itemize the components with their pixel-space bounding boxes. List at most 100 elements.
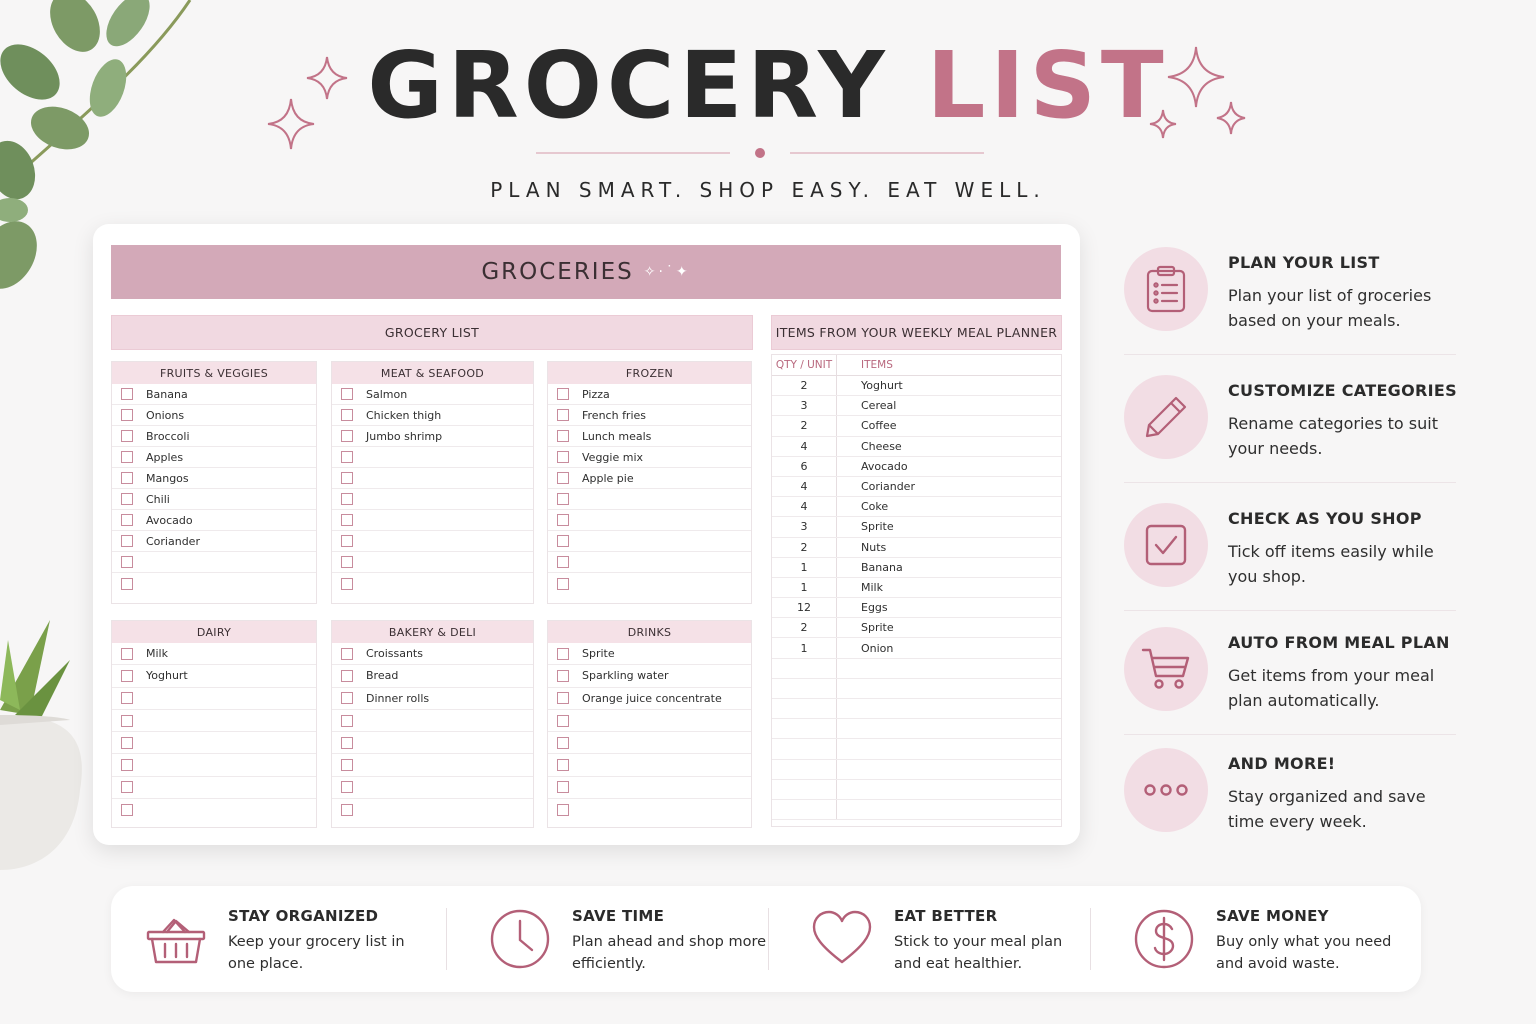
item-checkbox[interactable] — [121, 781, 133, 794]
category-fruits-veggies: FRUITS & VEGGIES Banana Onions Broccoli Appl… — [111, 361, 317, 604]
item-checkbox[interactable] — [557, 430, 569, 442]
item-checkbox[interactable] — [121, 409, 133, 421]
item-checkbox[interactable] — [557, 759, 569, 772]
groceries-banner-label: GROCERIES — [481, 259, 634, 285]
item-checkbox[interactable] — [557, 736, 569, 749]
item-checkbox[interactable] — [121, 535, 133, 547]
benefit-eat-better: EAT BETTER Stick to your meal plan and ea… — [777, 886, 1099, 992]
table-row: 6 Avocado — [772, 456, 1061, 477]
table-row — [772, 739, 1061, 760]
item-checkbox[interactable] — [121, 451, 133, 463]
item-checkbox[interactable] — [557, 535, 569, 547]
item-checkbox[interactable] — [341, 451, 353, 463]
category-title: DRINKS — [548, 621, 751, 643]
item-checkbox[interactable] — [121, 669, 133, 682]
clock-icon — [489, 908, 551, 970]
item-checkbox[interactable] — [121, 692, 133, 705]
item-checkbox[interactable] — [557, 514, 569, 526]
item-checkbox[interactable] — [121, 493, 133, 505]
list-item: Lunch meals — [548, 426, 751, 447]
item-checkbox[interactable] — [341, 736, 353, 749]
list-item: Apples — [112, 447, 316, 468]
table-row: 2 Yoghurt — [772, 376, 1061, 397]
category-title: FRUITS & VEGGIES — [112, 362, 316, 384]
item-checkbox[interactable] — [557, 388, 569, 400]
list-item — [548, 489, 751, 510]
item-checkbox[interactable] — [341, 759, 353, 772]
item-checkbox[interactable] — [121, 472, 133, 484]
list-item — [332, 552, 533, 573]
qty-cell: 3 — [772, 396, 837, 416]
banner-sparkle-icon: ✧·˙✦ — [643, 264, 691, 280]
item-checkbox[interactable] — [557, 493, 569, 505]
item-checkbox[interactable] — [557, 692, 569, 705]
item-checkbox[interactable] — [341, 472, 353, 484]
feature-title: AUTO FROM MEAL PLAN — [1228, 633, 1450, 652]
list-item — [332, 710, 533, 733]
table-row — [772, 779, 1061, 800]
feature-divider — [1124, 354, 1456, 355]
item-checkbox[interactable] — [341, 781, 353, 794]
shopping-cart-icon — [1124, 627, 1208, 711]
item-checkbox[interactable] — [121, 430, 133, 442]
item-checkbox[interactable] — [341, 577, 353, 590]
qty-cell: 4 — [772, 436, 837, 456]
item-label: Chili — [146, 492, 170, 506]
item-checkbox[interactable] — [341, 388, 353, 400]
table-row — [772, 678, 1061, 699]
item-checkbox[interactable] — [557, 472, 569, 484]
item-label: Chicken thigh — [366, 408, 442, 422]
item-checkbox[interactable] — [341, 556, 353, 568]
item-checkbox[interactable] — [557, 714, 569, 727]
item-checkbox[interactable] — [341, 535, 353, 547]
item-checkbox[interactable] — [557, 804, 569, 817]
item-checkbox[interactable] — [121, 388, 133, 400]
item-checkbox[interactable] — [341, 647, 353, 660]
qty-cell — [772, 779, 837, 799]
item-label: Onions — [146, 408, 185, 422]
dollar-icon — [1133, 908, 1195, 970]
item-checkbox[interactable] — [121, 804, 133, 817]
item-checkbox[interactable] — [341, 804, 353, 817]
item-checkbox[interactable] — [341, 514, 353, 526]
item-checkbox[interactable] — [341, 714, 353, 727]
item-cell: Banana — [861, 560, 903, 574]
table-row: 3 Sprite — [772, 517, 1061, 538]
item-checkbox[interactable] — [557, 647, 569, 660]
item-checkbox[interactable] — [121, 714, 133, 727]
item-checkbox[interactable] — [341, 669, 353, 682]
item-checkbox[interactable] — [557, 781, 569, 794]
list-item — [332, 531, 533, 552]
item-cell: Cheese — [861, 439, 902, 453]
item-checkbox[interactable] — [121, 759, 133, 772]
qty-cell: 1 — [772, 577, 837, 598]
category-frozen: FROZEN Pizza French fries Lunch meals Veggie… — [547, 361, 752, 604]
item-checkbox[interactable] — [557, 669, 569, 682]
list-item — [332, 754, 533, 777]
item-label: Salmon — [366, 387, 408, 401]
table-row — [772, 658, 1061, 679]
benefit-divider — [768, 908, 769, 970]
item-checkbox[interactable] — [121, 556, 133, 568]
benefit-title: SAVE MONEY — [1216, 907, 1329, 925]
item-checkbox[interactable] — [341, 692, 353, 705]
item-checkbox[interactable] — [341, 493, 353, 505]
item-label: Sparkling water — [582, 669, 669, 683]
item-checkbox[interactable] — [121, 577, 133, 590]
item-checkbox[interactable] — [557, 556, 569, 568]
item-checkbox[interactable] — [557, 577, 569, 590]
item-checkbox[interactable] — [121, 736, 133, 749]
item-checkbox[interactable] — [121, 647, 133, 660]
list-item — [112, 799, 316, 821]
list-item — [332, 447, 533, 468]
qty-cell: 4 — [772, 497, 837, 517]
benefit-divider — [446, 908, 447, 970]
qty-cell: 2 — [772, 376, 837, 396]
qty-cell — [772, 658, 837, 678]
item-checkbox[interactable] — [557, 451, 569, 463]
item-checkbox[interactable] — [341, 409, 353, 421]
potted-plant-decoration-icon — [0, 620, 82, 870]
item-checkbox[interactable] — [557, 409, 569, 421]
item-checkbox[interactable] — [121, 514, 133, 526]
item-checkbox[interactable] — [341, 430, 353, 442]
